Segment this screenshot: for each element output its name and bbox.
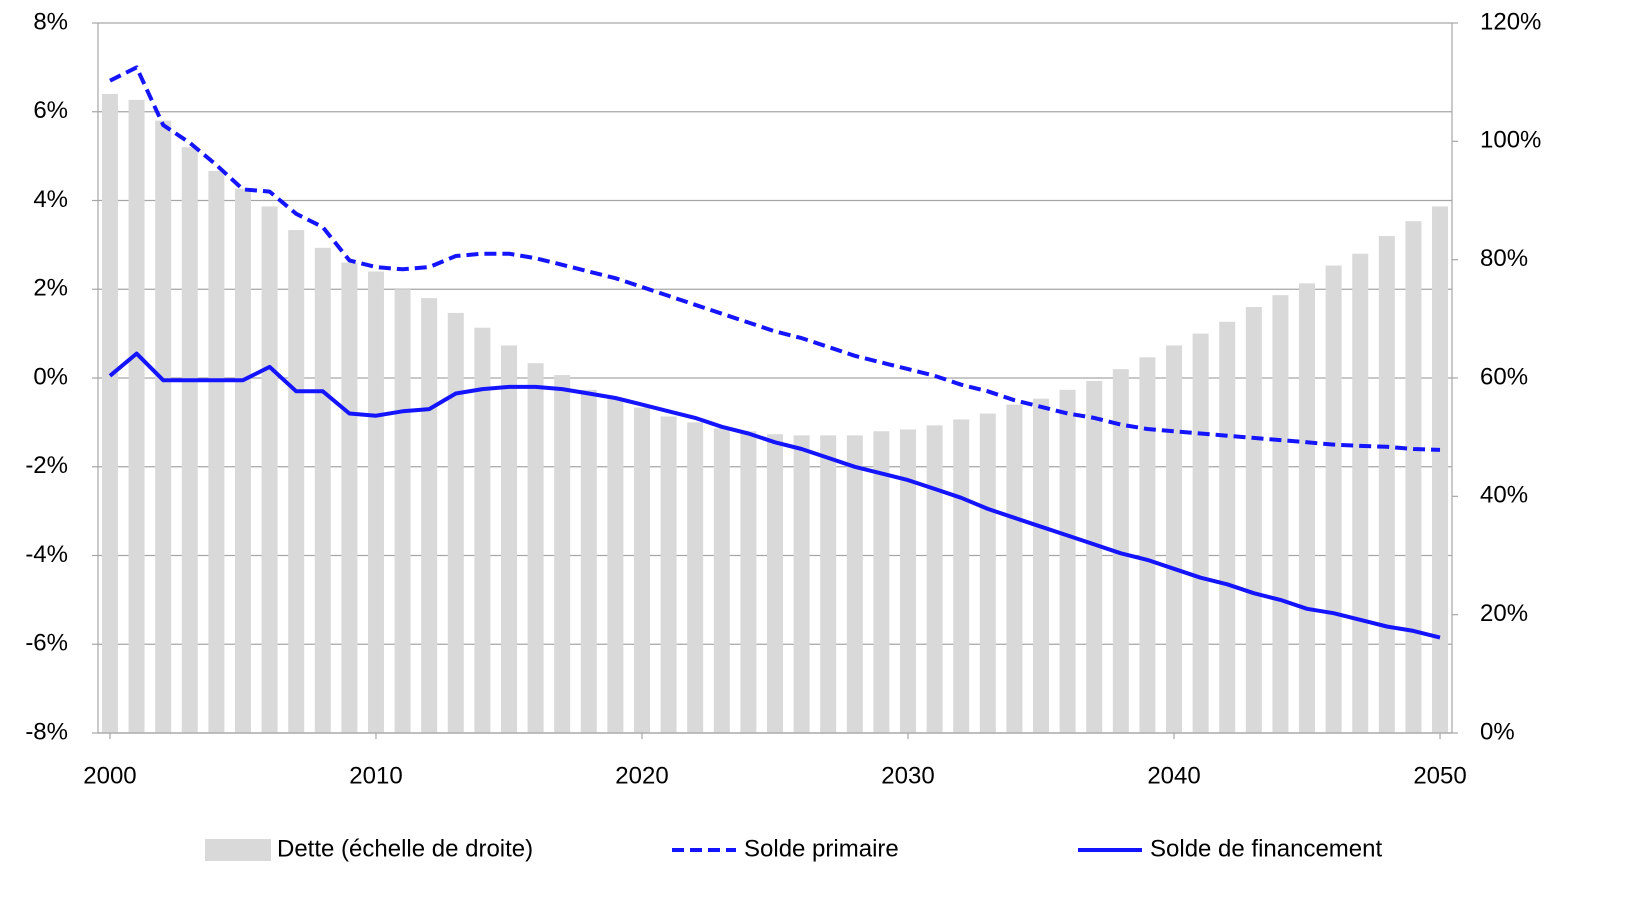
y2-tick-label: 20% (1480, 600, 1528, 627)
bar (128, 99, 145, 733)
bar (1325, 265, 1342, 733)
bar (1245, 307, 1262, 733)
y-tick-label: 0% (33, 363, 68, 390)
bar (953, 419, 970, 733)
bar (101, 94, 118, 733)
bar (181, 147, 198, 733)
y-tick-label: 8% (33, 8, 68, 35)
bar (554, 375, 571, 733)
y-tick-label: 4% (33, 186, 68, 213)
bar (767, 434, 783, 733)
bar (633, 407, 650, 733)
y2-tick-label: 100% (1480, 127, 1541, 154)
bar (1299, 283, 1316, 733)
bar (1139, 357, 1156, 733)
bar (447, 312, 464, 733)
bar (820, 435, 837, 733)
bar (607, 398, 624, 733)
bar (155, 120, 172, 733)
y-tick-label: -6% (25, 630, 68, 657)
bar (580, 389, 597, 733)
bar (1033, 398, 1050, 733)
y2-tick-label: 80% (1480, 245, 1528, 272)
bar (1272, 295, 1289, 733)
bar (687, 422, 704, 733)
x-tick-label: 2030 (881, 762, 934, 789)
bar (314, 247, 331, 734)
line (108, 351, 1441, 640)
bar (1192, 333, 1209, 733)
bar (846, 435, 863, 733)
bar (394, 289, 411, 733)
x-tick-label: 2050 (1413, 762, 1466, 789)
y2-tick-label: 120% (1480, 8, 1541, 35)
x-tick-label: 2000 (83, 762, 136, 789)
bar (1112, 369, 1129, 733)
bar (1166, 345, 1183, 733)
line (109, 65, 1441, 452)
bar (500, 345, 517, 733)
bar (208, 170, 225, 733)
bar (367, 271, 384, 733)
bar (740, 431, 757, 733)
y-tick-label: 2% (33, 275, 68, 302)
y2-tick-label: 0% (1480, 718, 1515, 745)
bar (1086, 380, 1103, 733)
bar (261, 206, 278, 733)
y-tick-label: 6% (33, 97, 68, 124)
bar (660, 416, 677, 733)
bar (900, 429, 917, 733)
legend-label: Dette (échelle de droite) (277, 835, 533, 862)
bar (234, 188, 251, 733)
bar (713, 428, 730, 733)
y-tick-label: -4% (25, 541, 68, 568)
bar (1352, 253, 1369, 733)
bar (793, 435, 810, 733)
y-tick-label: -2% (25, 452, 68, 479)
y-tick-label: -8% (25, 718, 68, 745)
bar (341, 262, 358, 733)
bar (873, 431, 890, 733)
legend-label: Solde de financement (1150, 835, 1382, 862)
x-tick-label: 2040 (1147, 762, 1200, 789)
bar (421, 298, 438, 733)
legend-label: Solde primaire (744, 835, 899, 862)
bar (1378, 236, 1395, 733)
bar (288, 230, 305, 734)
bar (1219, 321, 1236, 733)
bar (1405, 221, 1422, 734)
x-tick-label: 2010 (349, 762, 402, 789)
bar (979, 413, 996, 733)
x-tick-label: 2020 (615, 762, 668, 789)
bar (527, 363, 544, 733)
bar (926, 425, 943, 733)
bar (1006, 404, 1023, 733)
legend-swatch (205, 839, 271, 861)
bar (1059, 389, 1076, 733)
bar (474, 327, 491, 733)
y2-tick-label: 40% (1480, 482, 1528, 509)
y2-tick-label: 60% (1480, 363, 1528, 390)
bar (1432, 206, 1449, 733)
